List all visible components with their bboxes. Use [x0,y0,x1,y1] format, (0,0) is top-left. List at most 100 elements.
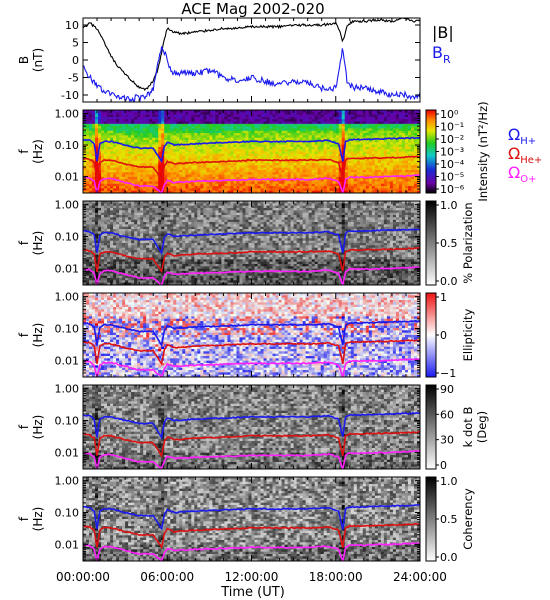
spectrogram-cell [221,149,225,152]
spectrogram-cell [95,165,99,169]
spectrogram-cell [113,243,117,246]
spectrogram-cell [329,110,334,113]
spectrogram-cell [266,153,270,157]
spectrogram-cell [305,135,310,139]
spectrogram-cell [338,165,343,169]
spectrogram-cell [215,142,219,145]
spectrogram-cell [149,135,153,139]
spectrogram-cell [353,144,358,148]
spectrogram-cell [287,126,292,129]
spectrogram-cell [332,183,337,187]
spectrogram-cell [113,238,117,242]
spectrogram-cell [275,163,279,166]
spectrogram-cell [275,190,279,193]
spectrogram-cell [185,158,189,162]
spectrogram-cell [335,165,340,169]
spectrogram-cell [395,130,400,134]
spectrogram-cell [365,153,370,157]
spectrogram-cell [191,126,195,129]
spectrogram-cell [134,224,138,228]
spectrogram-cell [377,176,382,180]
spectrogram-cell [137,144,141,148]
spectrogram-cell [293,128,298,132]
spectrogram-cell [245,156,249,159]
spectrogram-cell [323,130,328,134]
spectrogram-cell [254,135,258,139]
spectrogram-cell [212,172,216,175]
spectrogram-cell [353,116,358,120]
spectrogram-cell [347,169,352,173]
spectrogram-cell [218,151,222,155]
spectrogram-cell [236,135,240,139]
spectrogram-cell [305,119,310,122]
spectrogram-cell [275,183,279,187]
spectrogram-cell [278,190,282,193]
spectrogram-cell [119,119,123,122]
spectrogram-cell [167,116,171,120]
spectrogram-cell [203,172,207,175]
spectrogram-cell [116,149,120,152]
legend-entry: ΩH+ [508,125,536,147]
spectrogram-cell [161,165,165,169]
spectrogram-cell [350,144,355,148]
spectrogram-cell [140,278,144,281]
spectrogram-cell [233,190,237,193]
spectrogram-cell [236,119,240,122]
spectrogram-cell [83,137,87,141]
spectrogram-cell [182,176,186,180]
spectrogram-cell [164,156,168,159]
spectrogram-cell [287,183,292,187]
spectrogram-cell [170,165,174,169]
spectrogram-cell [134,112,138,116]
spectrogram-cell [140,240,144,244]
spectrogram-cell [320,146,325,150]
spectrogram-cell [233,158,237,162]
spectrogram-cell [386,169,391,173]
spectrogram-cell [116,181,120,185]
spectrogram-cell [224,172,228,175]
spectrogram-cell [383,158,388,162]
spectrogram-cell [359,149,364,152]
spectrogram-cell [368,149,373,152]
panel-intensity: 1.000.100.01f (Hz)10⁰10⁻¹10⁻²10⁻³10⁻⁴10⁻⁵… [17,101,542,201]
spectrogram-cell [401,158,406,162]
spectrogram-cell [251,188,255,192]
spectrogram-cell [368,186,373,189]
spectrogram-cell [266,186,270,189]
spectrogram-cell [158,119,162,122]
spectrogram-cell [326,151,331,155]
spectrogram-cell [275,112,279,116]
spectrogram-cell [194,188,198,192]
spectrogram-cell [83,243,87,246]
spectrogram-cell [260,165,264,169]
spectrogram-cell [95,222,99,225]
spectrogram-cell [245,160,249,164]
spectrogram-cell [86,153,90,157]
spectrogram-cell [314,179,319,182]
spectrogram-cell [152,139,156,143]
spectrogram-cell [191,135,195,139]
spectrogram-cell [317,181,322,185]
spectrogram-cell [101,153,105,157]
spectrogram-cell [353,179,358,182]
spectrogram-cell [332,186,337,189]
spectrogram-cell [221,128,225,132]
spectrogram-cell [194,174,198,178]
spectrogram-cell [152,133,156,136]
spectrogram-cell [347,135,352,139]
spectrogram-cell [119,254,123,258]
spectrogram-cell [395,163,400,166]
spectrogram-cell [320,110,325,113]
spectrogram-cell [284,169,289,173]
spectrogram-cell [86,114,90,118]
spectrogram-cell [302,149,307,152]
spectrogram-cell [146,139,150,143]
spectrogram-cell [416,158,420,162]
spectrogram-cell [83,231,87,235]
spectrogram-cell [182,130,186,134]
spectrogram-cell [197,130,201,134]
spectrogram-cell [353,149,358,152]
spectrogram-cell [326,114,331,118]
spectrogram-cell [206,190,210,193]
